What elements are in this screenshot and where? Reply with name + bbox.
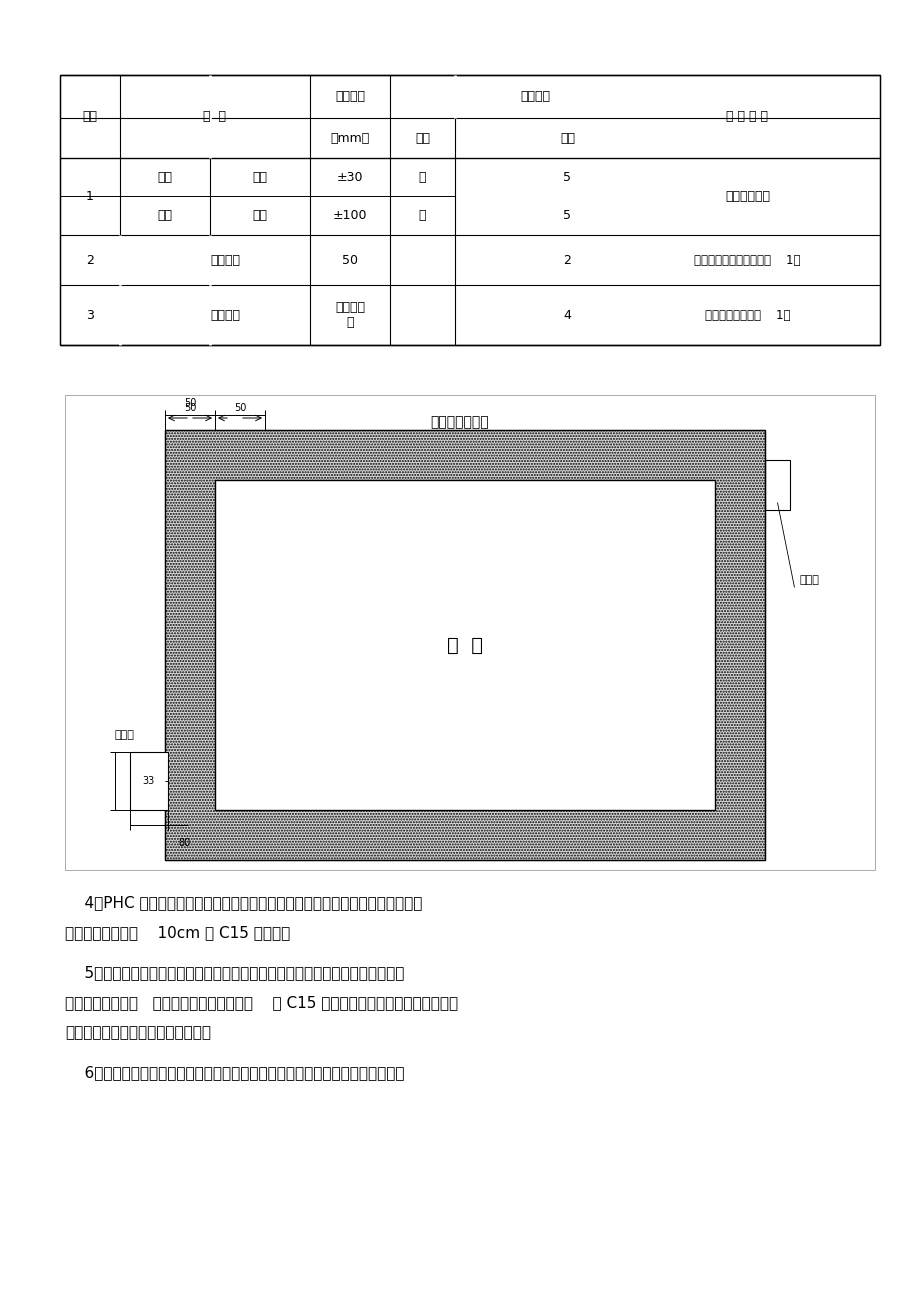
Text: 坑底: 坑底 bbox=[157, 171, 173, 184]
Text: 点数: 点数 bbox=[560, 132, 574, 145]
Text: 80: 80 bbox=[178, 838, 191, 848]
Text: 50: 50 bbox=[184, 403, 196, 413]
Text: 允许偏差: 允许偏差 bbox=[335, 90, 365, 103]
Text: 5、采用全站仪重新对承台中心进行复核，对边角位置进行精确放样，并向监理: 5、采用全站仪重新对承台中心进行复核，对边角位置进行精确放样，并向监理 bbox=[65, 966, 404, 980]
Text: 6、承台模板加工及支立：模板采用多层板，外侧采用方木与和钢管进行加固，: 6、承台模板加工及支立：模板采用多层板，外侧采用方木与和钢管进行加固， bbox=[65, 1065, 404, 1080]
Text: 33: 33 bbox=[142, 777, 154, 786]
Text: 承  台: 承 台 bbox=[447, 636, 482, 654]
Bar bbox=[215, 480, 714, 810]
Text: 4: 4 bbox=[563, 309, 571, 322]
Bar bbox=[130, 752, 168, 810]
Text: 石方: 石方 bbox=[252, 208, 267, 222]
Text: 4、PHC 管桩填芯砼浇注完毕后，首先根据地质情况处理基底，经监理检查合格: 4、PHC 管桩填芯砼浇注完毕后，首先根据地质情况处理基底，经监理检查合格 bbox=[65, 895, 422, 909]
Text: 范围: 范围 bbox=[414, 132, 429, 145]
Text: 高程: 高程 bbox=[157, 208, 173, 222]
Text: 用经纬仪测量，纵横向各    1点: 用经纬仪测量，纵横向各 1点 bbox=[694, 254, 800, 267]
Bar bbox=[60, 76, 879, 345]
Text: 3: 3 bbox=[86, 309, 94, 322]
Text: 5: 5 bbox=[562, 171, 571, 184]
Text: （mm）: （mm） bbox=[330, 132, 369, 145]
Text: ±100: ±100 bbox=[333, 208, 367, 222]
Bar bbox=[765, 460, 789, 509]
Text: 每: 每 bbox=[418, 171, 425, 184]
Bar bbox=[65, 395, 874, 870]
Text: 排水沟: 排水沟 bbox=[800, 575, 819, 585]
Text: 轴线位移: 轴线位移 bbox=[210, 254, 240, 267]
Text: 土方: 土方 bbox=[252, 171, 267, 184]
Text: 5: 5 bbox=[562, 208, 571, 222]
Text: 50: 50 bbox=[342, 254, 357, 267]
Text: 积水井: 积水井 bbox=[115, 730, 135, 740]
Text: 50: 50 bbox=[184, 397, 196, 408]
Bar bbox=[165, 430, 765, 860]
Text: 检 验 方 法: 检 验 方 法 bbox=[726, 109, 767, 122]
Text: 2: 2 bbox=[563, 254, 571, 267]
Text: 项  目: 项 目 bbox=[203, 109, 226, 122]
Text: 座: 座 bbox=[418, 208, 425, 222]
Bar bbox=[165, 430, 765, 860]
Text: 用尺量，每边各计    1点: 用尺量，每边各计 1点 bbox=[704, 309, 789, 322]
Text: 检验频率: 检验频率 bbox=[519, 90, 550, 103]
Text: 工程师进行报检，   符合规范及设计要求后，    在 C15 砼垫层上将承台边线采用墨线进行: 工程师进行报检， 符合规范及设计要求后， 在 C15 砼垫层上将承台边线采用墨线… bbox=[65, 995, 458, 1010]
Text: 1: 1 bbox=[86, 190, 94, 203]
Text: 50: 50 bbox=[233, 403, 246, 413]
Text: 后，，然后浇筑厚    10cm 的 C15 砼垫层。: 后，，然后浇筑厚 10cm 的 C15 砼垫层。 bbox=[65, 925, 289, 939]
Text: 基坑尺寸: 基坑尺寸 bbox=[210, 309, 240, 322]
Text: 2: 2 bbox=[86, 254, 94, 267]
Text: 序号: 序号 bbox=[83, 109, 97, 122]
Text: ±30: ±30 bbox=[336, 171, 363, 184]
Text: 用水准仪测量: 用水准仪测量 bbox=[724, 190, 769, 203]
Text: 不小于规
定: 不小于规 定 bbox=[335, 301, 365, 328]
Text: 基坑开挖示意图: 基坑开挖示意图 bbox=[430, 414, 489, 429]
Text: 准确标注，然后开始进行模板拼装。: 准确标注，然后开始进行模板拼装。 bbox=[65, 1025, 210, 1040]
